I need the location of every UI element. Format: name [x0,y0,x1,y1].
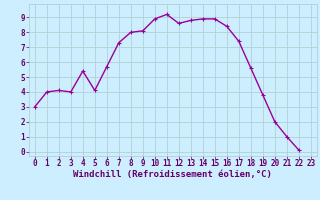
X-axis label: Windchill (Refroidissement éolien,°C): Windchill (Refroidissement éolien,°C) [73,170,272,179]
